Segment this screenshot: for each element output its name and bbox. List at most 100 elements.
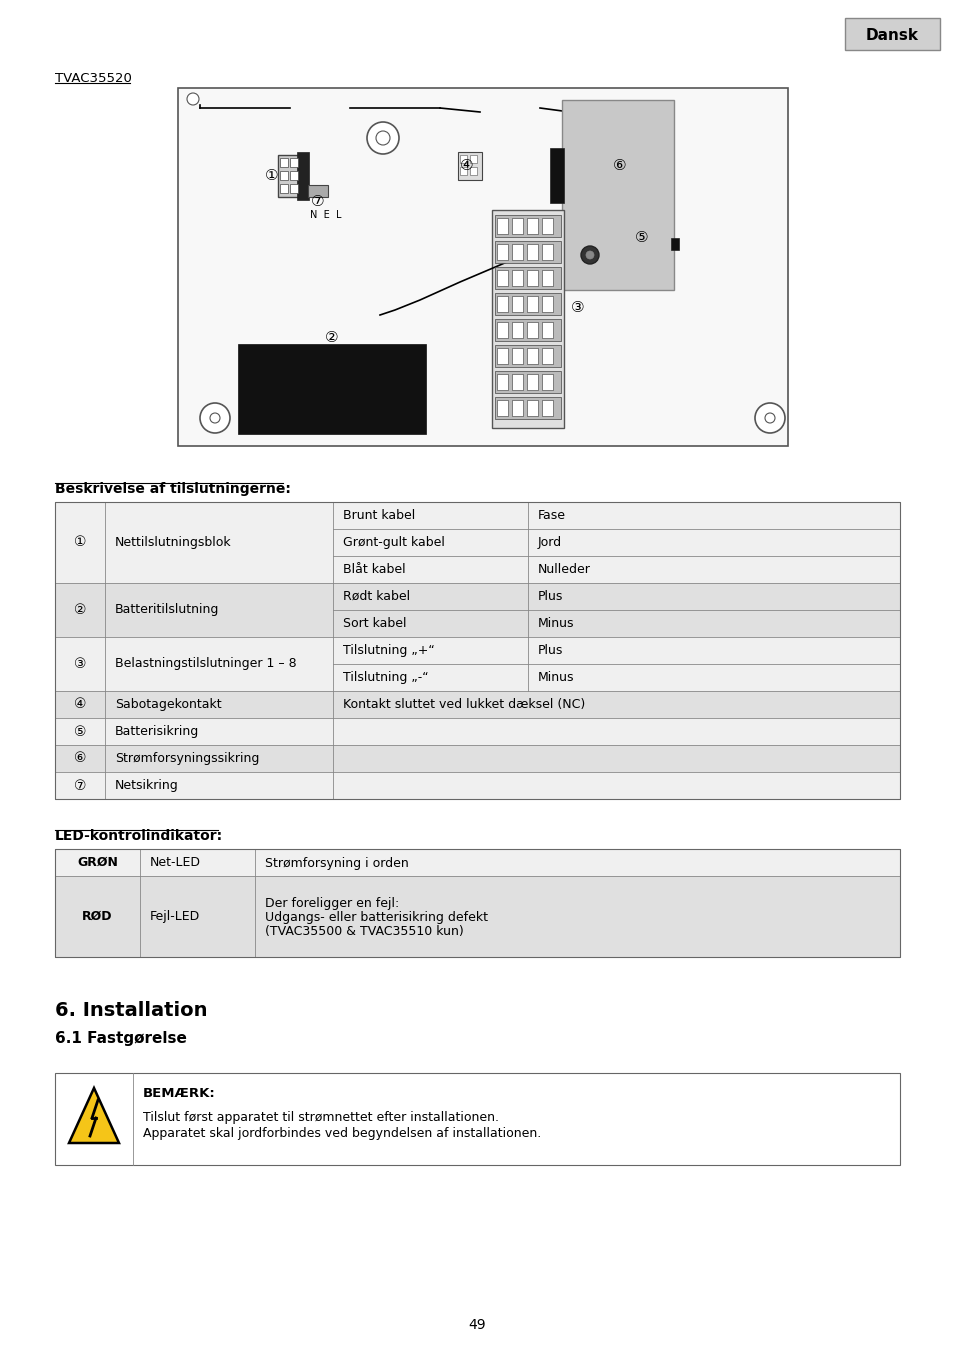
Text: ④: ④ xyxy=(73,698,86,711)
FancyBboxPatch shape xyxy=(495,319,560,342)
Text: Der foreligger en fejl:: Der foreligger en fejl: xyxy=(265,898,399,910)
FancyBboxPatch shape xyxy=(55,876,899,957)
FancyBboxPatch shape xyxy=(561,100,673,290)
FancyBboxPatch shape xyxy=(497,296,507,312)
Text: ③: ③ xyxy=(571,301,584,316)
Text: ⑤: ⑤ xyxy=(73,725,86,738)
FancyBboxPatch shape xyxy=(459,167,467,176)
FancyBboxPatch shape xyxy=(495,242,560,263)
Text: LED-kontrolindikator:: LED-kontrolindikator: xyxy=(55,829,223,842)
Text: Sabotagekontakt: Sabotagekontakt xyxy=(115,698,221,711)
FancyBboxPatch shape xyxy=(470,155,476,163)
Text: Tilslutning „-“: Tilslutning „-“ xyxy=(343,671,428,684)
Text: Kontakt sluttet ved lukket dæksel (NC): Kontakt sluttet ved lukket dæksel (NC) xyxy=(343,698,584,711)
FancyBboxPatch shape xyxy=(526,400,537,416)
FancyBboxPatch shape xyxy=(541,374,553,390)
FancyBboxPatch shape xyxy=(457,153,481,180)
Text: 6. Installation: 6. Installation xyxy=(55,1000,208,1021)
Text: Jord: Jord xyxy=(537,536,561,549)
FancyBboxPatch shape xyxy=(512,374,522,390)
Text: Fase: Fase xyxy=(537,509,565,522)
FancyBboxPatch shape xyxy=(512,217,522,234)
FancyBboxPatch shape xyxy=(526,374,537,390)
FancyBboxPatch shape xyxy=(526,296,537,312)
Text: Net-LED: Net-LED xyxy=(150,856,201,869)
FancyBboxPatch shape xyxy=(495,397,560,418)
FancyBboxPatch shape xyxy=(55,691,899,718)
Text: ②: ② xyxy=(73,603,86,617)
FancyBboxPatch shape xyxy=(844,18,939,50)
Text: ④: ④ xyxy=(459,158,474,173)
Text: ②: ② xyxy=(325,331,338,346)
FancyBboxPatch shape xyxy=(55,502,899,583)
FancyBboxPatch shape xyxy=(526,217,537,234)
Text: Rødt kabel: Rødt kabel xyxy=(343,590,410,603)
Text: TVAC35520: TVAC35520 xyxy=(55,72,132,85)
FancyBboxPatch shape xyxy=(670,238,679,250)
FancyBboxPatch shape xyxy=(550,148,563,202)
FancyBboxPatch shape xyxy=(55,1073,899,1165)
Text: Netsikring: Netsikring xyxy=(115,779,178,792)
Polygon shape xyxy=(69,1088,119,1143)
FancyBboxPatch shape xyxy=(495,293,560,315)
FancyBboxPatch shape xyxy=(290,158,297,167)
FancyBboxPatch shape xyxy=(541,217,553,234)
Text: ⑥: ⑥ xyxy=(613,158,626,173)
Text: ⑦: ⑦ xyxy=(73,779,86,792)
Text: ⑥: ⑥ xyxy=(73,752,86,765)
Text: Minus: Minus xyxy=(537,617,574,630)
FancyBboxPatch shape xyxy=(290,184,297,193)
FancyBboxPatch shape xyxy=(55,718,899,745)
FancyBboxPatch shape xyxy=(55,637,899,691)
FancyBboxPatch shape xyxy=(526,323,537,338)
Circle shape xyxy=(200,404,230,433)
Circle shape xyxy=(187,93,199,105)
FancyBboxPatch shape xyxy=(290,171,297,180)
FancyBboxPatch shape xyxy=(541,296,553,312)
FancyBboxPatch shape xyxy=(541,244,553,261)
FancyBboxPatch shape xyxy=(459,155,467,163)
FancyBboxPatch shape xyxy=(541,400,553,416)
Text: Batterisikring: Batterisikring xyxy=(115,725,199,738)
Circle shape xyxy=(764,413,774,423)
Text: ①: ① xyxy=(265,169,278,184)
FancyBboxPatch shape xyxy=(55,772,899,799)
FancyBboxPatch shape xyxy=(541,270,553,286)
Text: Strømforsyning i orden: Strømforsyning i orden xyxy=(265,857,408,871)
Text: Plus: Plus xyxy=(537,644,563,657)
Circle shape xyxy=(367,122,398,154)
Text: 49: 49 xyxy=(468,1318,485,1332)
FancyBboxPatch shape xyxy=(512,348,522,364)
FancyBboxPatch shape xyxy=(495,371,560,393)
FancyBboxPatch shape xyxy=(497,348,507,364)
FancyBboxPatch shape xyxy=(497,323,507,338)
Circle shape xyxy=(754,404,784,433)
Text: Beskrivelse af tilslutningerne:: Beskrivelse af tilslutningerne: xyxy=(55,482,291,495)
Text: ①: ① xyxy=(73,536,86,549)
Text: Tilslut først apparatet til strømnettet efter installationen.: Tilslut først apparatet til strømnettet … xyxy=(143,1111,498,1125)
FancyBboxPatch shape xyxy=(512,323,522,338)
Text: Plus: Plus xyxy=(537,590,563,603)
FancyBboxPatch shape xyxy=(237,344,426,433)
FancyBboxPatch shape xyxy=(526,270,537,286)
Text: GRØN: GRØN xyxy=(77,856,118,869)
FancyBboxPatch shape xyxy=(512,296,522,312)
FancyBboxPatch shape xyxy=(308,185,328,197)
Text: Nettilslutningsblok: Nettilslutningsblok xyxy=(115,536,232,549)
FancyBboxPatch shape xyxy=(526,244,537,261)
Text: Udgangs- eller batterisikring defekt: Udgangs- eller batterisikring defekt xyxy=(265,911,488,925)
Text: RØD: RØD xyxy=(82,910,112,923)
Text: ③: ③ xyxy=(73,657,86,671)
Text: Minus: Minus xyxy=(537,671,574,684)
FancyBboxPatch shape xyxy=(296,153,309,200)
FancyBboxPatch shape xyxy=(497,217,507,234)
Text: ⑦: ⑦ xyxy=(311,194,324,209)
Text: 6.1 Fastgørelse: 6.1 Fastgørelse xyxy=(55,1031,187,1046)
FancyBboxPatch shape xyxy=(495,267,560,289)
Text: Strømforsyningssikring: Strømforsyningssikring xyxy=(115,752,259,765)
FancyBboxPatch shape xyxy=(495,215,560,238)
Text: (TVAC35500 & TVAC35510 kun): (TVAC35500 & TVAC35510 kun) xyxy=(265,926,463,938)
FancyBboxPatch shape xyxy=(495,346,560,367)
FancyBboxPatch shape xyxy=(280,158,288,167)
Text: Belastningstilslutninger 1 – 8: Belastningstilslutninger 1 – 8 xyxy=(115,657,296,671)
